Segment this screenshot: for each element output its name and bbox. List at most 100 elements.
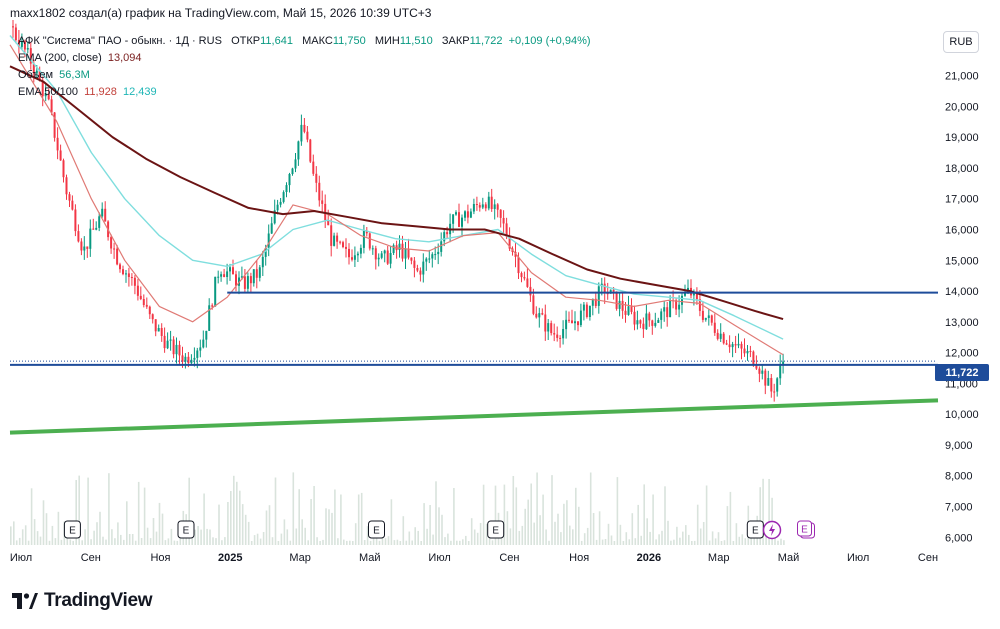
volume-bar <box>322 539 324 545</box>
volume-bar <box>533 522 535 545</box>
legend-volume-row[interactable]: Объем 56,3M <box>18 67 591 84</box>
volume-bar <box>426 528 428 545</box>
candle-body <box>517 256 520 274</box>
candle-body <box>339 241 342 243</box>
candle-body <box>240 276 243 278</box>
candle-body <box>359 247 362 254</box>
currency-button[interactable]: RUB <box>943 31 979 53</box>
candle-body <box>624 310 627 315</box>
volume-bar <box>530 483 532 545</box>
y-tick-label: 7,000 <box>945 502 973 514</box>
volume-bar <box>542 494 544 545</box>
volume-bar <box>164 540 167 545</box>
change-value: +0,109 (+0,94%) <box>508 35 591 47</box>
candle-body <box>220 274 223 277</box>
candle-body <box>630 306 633 312</box>
candle-body <box>615 291 618 309</box>
candle-body <box>267 233 270 248</box>
candle-body <box>642 323 645 330</box>
symbol-title[interactable]: АФК "Система" ПАО - обыкн. · 1Д · RUS <box>18 35 222 47</box>
volume-bar <box>51 525 54 545</box>
candle-body <box>116 248 119 265</box>
candle-body <box>716 332 719 339</box>
chart-legend: АФК "Система" ПАО - обыкн. · 1Д · RUS ОТ… <box>18 33 591 101</box>
volume-bar <box>114 538 116 545</box>
candle-body <box>606 293 609 295</box>
volume-bar <box>93 530 95 545</box>
candle-body <box>44 93 47 97</box>
volume-bar <box>343 539 345 545</box>
candle-body <box>136 285 139 296</box>
candle-body <box>110 237 113 249</box>
volume-bar <box>176 540 179 545</box>
candle-body <box>597 286 600 306</box>
candle-body <box>657 320 660 323</box>
candle-body <box>487 196 490 209</box>
candle-body <box>166 340 169 349</box>
candle-body <box>550 323 553 334</box>
tradingview-logo[interactable]: TradingView <box>12 590 153 612</box>
volume-bar <box>503 484 506 545</box>
candle-body <box>47 93 50 100</box>
candle-body <box>651 320 654 326</box>
volume-bar <box>595 539 598 545</box>
volume-bar <box>759 487 761 545</box>
volume-bar <box>640 535 642 545</box>
legend-ema50-100-row[interactable]: EMA 50/100 11,928 12,439 <box>18 84 591 101</box>
volume-bar <box>560 532 562 545</box>
volume-bar <box>120 534 122 545</box>
candle-body <box>710 315 713 323</box>
volume-bar <box>741 534 744 545</box>
candle-body <box>145 304 148 307</box>
volume-bar <box>682 531 684 545</box>
x-tick-label: Сен <box>918 552 938 564</box>
volume-bar <box>515 487 518 545</box>
earnings-marker[interactable] <box>177 520 195 539</box>
candle-body <box>725 343 728 345</box>
volume-bar <box>105 539 107 545</box>
volume-bar <box>592 513 595 545</box>
candle-body <box>89 228 92 249</box>
candle-body <box>74 209 77 232</box>
candle-body <box>684 292 686 296</box>
candle-body <box>243 276 246 289</box>
volume-bar <box>42 500 45 545</box>
candle-body <box>529 286 532 296</box>
volume-bar <box>90 539 92 545</box>
low-value: 11,510 <box>399 35 433 47</box>
x-tick-label: Мар <box>708 552 730 564</box>
earnings-marker[interactable] <box>368 520 385 539</box>
candle-body <box>731 344 734 348</box>
volume-bar <box>717 532 720 545</box>
volume-bar <box>509 528 512 545</box>
earnings-marker[interactable] <box>63 520 81 539</box>
legend-ema200-row[interactable]: EMA (200, close) 13,094 <box>18 50 591 67</box>
volume-bar <box>545 529 547 545</box>
volume-bar <box>316 537 318 545</box>
volume-bar <box>411 540 413 545</box>
upcoming-earnings-label: E <box>801 525 808 536</box>
volume-bar <box>569 525 571 545</box>
volume-bar <box>664 486 666 545</box>
candle-body <box>419 270 422 275</box>
volume-bar <box>738 536 741 545</box>
ema200-value: 13,094 <box>107 52 142 64</box>
candle-body <box>443 232 446 242</box>
candle-body <box>184 356 187 362</box>
close-label: ЗАКР <box>441 35 470 47</box>
earnings-marker[interactable] <box>487 520 505 539</box>
candle-body <box>294 159 297 169</box>
volume-bar <box>259 538 262 545</box>
volume-bar <box>479 523 482 545</box>
trendline[interactable] <box>9 398 939 435</box>
candle-body <box>466 211 469 218</box>
volume-bar <box>197 526 199 545</box>
volume-bar <box>753 538 755 545</box>
candle-body <box>734 344 737 346</box>
candle-body <box>282 192 285 202</box>
close-value: 11,722 <box>469 35 503 47</box>
candle-body <box>297 141 300 160</box>
candle-body <box>588 305 591 317</box>
candle-body <box>288 174 291 186</box>
